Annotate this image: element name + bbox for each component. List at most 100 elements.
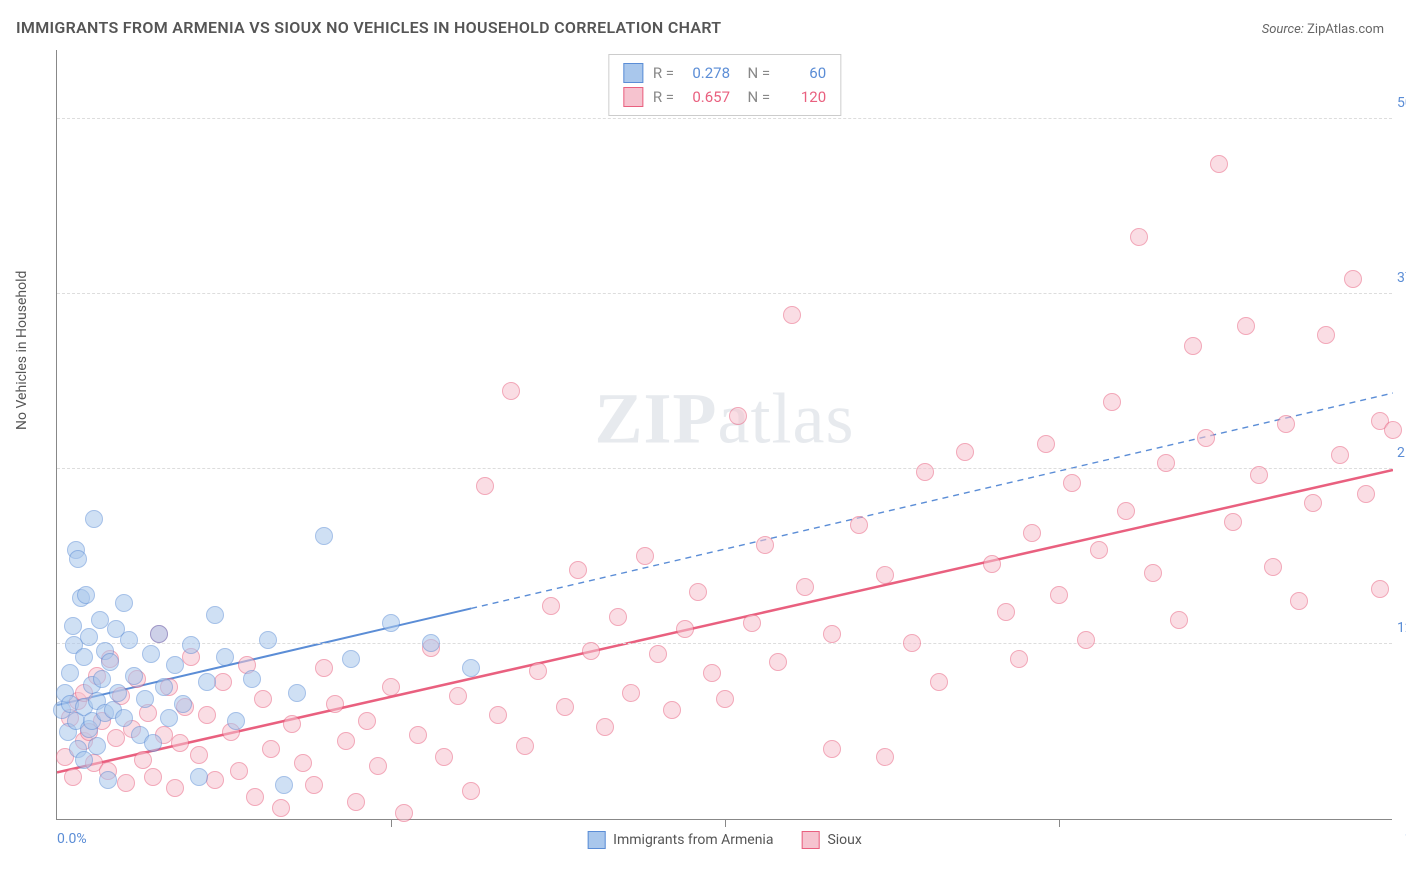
data-point — [850, 516, 868, 534]
data-point — [636, 547, 654, 565]
data-point — [876, 566, 894, 584]
y-tick-label: 25.0% — [1397, 445, 1406, 461]
scatter-chart: ZIPatlas R = 0.278 N = 60 R = 0.657 N = … — [56, 50, 1392, 820]
data-point — [259, 631, 277, 649]
data-point — [1371, 580, 1389, 598]
data-point — [64, 617, 82, 635]
data-point — [1010, 650, 1028, 668]
data-point — [190, 768, 208, 786]
data-point — [462, 782, 480, 800]
data-point — [1331, 446, 1349, 464]
data-point — [876, 748, 894, 766]
data-point — [80, 628, 98, 646]
data-point — [115, 709, 133, 727]
data-point — [395, 804, 413, 822]
data-point — [1117, 502, 1135, 520]
source-attribution: Source: ZipAtlas.com — [1262, 22, 1384, 37]
data-point — [1170, 611, 1188, 629]
data-point — [716, 690, 734, 708]
x-min-label: 0.0% — [57, 831, 87, 847]
data-point — [214, 673, 232, 691]
swatch-sioux-icon — [801, 831, 819, 849]
data-point — [262, 740, 280, 758]
data-point — [1197, 429, 1215, 447]
data-point — [756, 536, 774, 554]
data-point — [1344, 270, 1362, 288]
data-point — [663, 701, 681, 719]
data-point — [449, 687, 467, 705]
data-point — [462, 659, 480, 677]
y-tick-label: 37.5% — [1397, 270, 1406, 286]
data-point — [435, 748, 453, 766]
chart-title: IMMIGRANTS FROM ARMENIA VS SIOUX NO VEHI… — [16, 18, 721, 37]
y-axis-label: No Vehicles in Household — [14, 271, 30, 430]
data-point — [117, 774, 135, 792]
data-point — [315, 527, 333, 545]
swatch-armenia-icon — [587, 831, 605, 849]
gridline — [57, 293, 1392, 294]
data-point — [230, 762, 248, 780]
legend-row-armenia: R = 0.278 N = 60 — [623, 61, 826, 85]
data-point — [75, 648, 93, 666]
gridline — [57, 643, 1392, 644]
data-point — [596, 718, 614, 736]
data-point — [166, 779, 184, 797]
data-point — [337, 732, 355, 750]
data-point — [198, 706, 216, 724]
data-point — [1384, 421, 1402, 439]
data-point — [88, 737, 106, 755]
data-point — [136, 690, 154, 708]
data-point — [930, 673, 948, 691]
data-point — [1023, 524, 1041, 542]
data-point — [315, 659, 333, 677]
data-point — [1184, 337, 1202, 355]
data-point — [422, 634, 440, 652]
data-point — [1290, 592, 1308, 610]
data-point — [305, 776, 323, 794]
data-point — [190, 746, 208, 764]
data-point — [93, 670, 111, 688]
data-point — [676, 620, 694, 638]
data-point — [182, 636, 200, 654]
data-point — [246, 788, 264, 806]
data-point — [622, 684, 640, 702]
data-point — [166, 656, 184, 674]
data-point — [283, 715, 301, 733]
data-point — [1237, 317, 1255, 335]
data-point — [516, 737, 534, 755]
y-tick-label: 50.0% — [1397, 95, 1406, 111]
data-point — [64, 768, 82, 786]
data-point — [99, 771, 117, 789]
data-point — [729, 407, 747, 425]
data-point — [272, 799, 290, 817]
data-point — [1090, 541, 1108, 559]
data-point — [120, 631, 138, 649]
data-point — [61, 664, 79, 682]
r-value-armenia: 0.278 — [684, 64, 730, 82]
data-point — [109, 684, 127, 702]
data-point — [542, 597, 560, 615]
data-point — [489, 706, 507, 724]
source-label: Source: — [1262, 22, 1304, 37]
legend-label-sioux: Sioux — [827, 832, 861, 848]
data-point — [115, 594, 133, 612]
data-point — [1157, 454, 1175, 472]
data-point — [1277, 415, 1295, 433]
source-name: ZipAtlas.com — [1307, 22, 1384, 37]
data-point — [1264, 558, 1282, 576]
data-point — [69, 550, 87, 568]
data-point — [326, 695, 344, 713]
watermark: ZIPatlas — [595, 378, 855, 461]
data-point — [206, 606, 224, 624]
data-point — [1304, 494, 1322, 512]
data-point — [294, 754, 312, 772]
data-point — [342, 650, 360, 668]
n-value-sioux: 120 — [780, 88, 826, 106]
data-point — [1103, 393, 1121, 411]
data-point — [227, 712, 245, 730]
data-point — [216, 648, 234, 666]
y-tick-label: 12.5% — [1397, 620, 1406, 636]
data-point — [382, 614, 400, 632]
data-point — [743, 614, 761, 632]
data-point — [125, 667, 143, 685]
